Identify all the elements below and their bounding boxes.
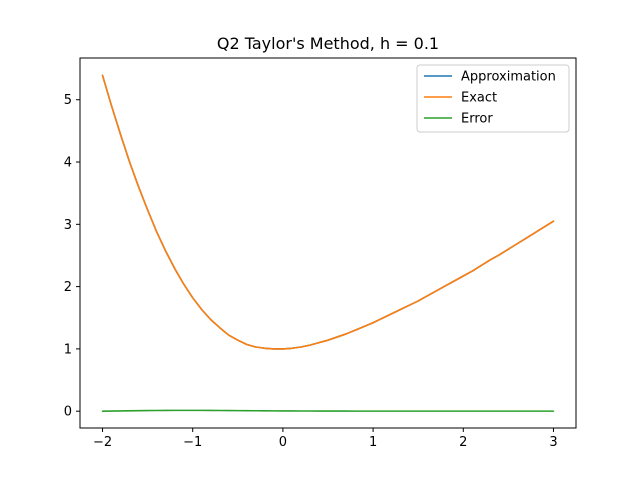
legend-box	[416, 64, 570, 133]
plot-frame	[79, 57, 577, 429]
x-tick-label: −2	[93, 435, 112, 450]
x-tick-label: 2	[459, 435, 467, 450]
series-line-error	[101, 409, 555, 412]
y-tick-label: 1	[64, 342, 72, 357]
y-tick-label: 5	[64, 93, 72, 108]
legend-label-approximation: Approximation	[461, 70, 556, 85]
legend-label-exact: Exact	[461, 91, 497, 106]
series-lines	[101, 74, 555, 412]
legend-label-error: Error	[461, 112, 493, 127]
y-tick-label: 4	[64, 156, 72, 171]
axis-ticks: −2 −1 0 1 2 3 0 1 2 3 4 5	[64, 93, 558, 450]
y-tick-label: 3	[64, 218, 72, 233]
series-line-exact	[101, 74, 555, 350]
chart-title: Q2 Taylor's Method, h = 0.1	[217, 34, 439, 53]
x-tick-label: 3	[549, 435, 557, 450]
y-tick-label: 0	[64, 405, 72, 420]
x-tick-label: 0	[279, 435, 287, 450]
y-tick-label: 2	[64, 280, 72, 295]
x-tick-label: 1	[369, 435, 377, 450]
legend: Approximation Exact Error	[416, 64, 570, 133]
x-tick-label: −1	[183, 435, 202, 450]
